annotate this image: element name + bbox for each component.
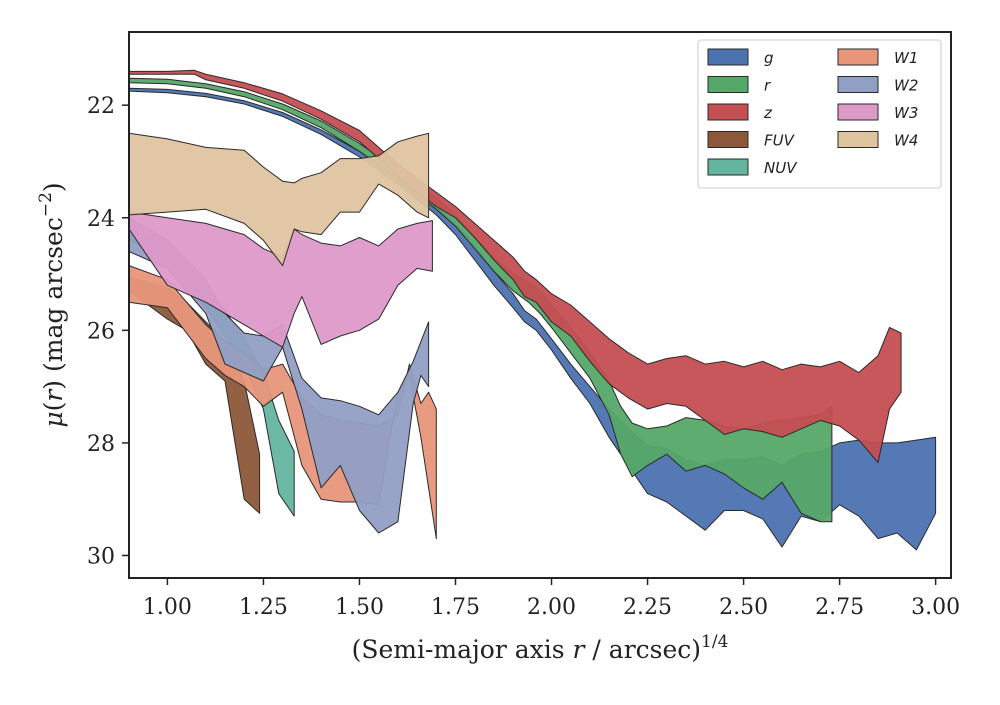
legend-swatch-nuv xyxy=(707,158,749,176)
y-axis-label: μ(r) (mag arcsec−2) xyxy=(36,182,68,427)
x-tick-label: 2.50 xyxy=(719,595,768,620)
legend-swatch-w3 xyxy=(837,103,879,121)
x-tick-label: 2.75 xyxy=(815,595,864,620)
series-layer xyxy=(128,69,937,551)
legend-label-r: r xyxy=(764,77,771,95)
legend-swatch-w1 xyxy=(837,48,879,66)
y-tick-label: 30 xyxy=(87,544,115,569)
legend-label-w4: W4 xyxy=(894,132,918,150)
x-tick-label: 3.00 xyxy=(911,595,960,620)
x-tick-label: 1.00 xyxy=(143,595,192,620)
x-tick-label: 1.75 xyxy=(431,595,480,620)
series-band-z xyxy=(128,69,902,464)
y-tick-label: 28 xyxy=(87,432,115,457)
legend-swatch-w4 xyxy=(837,131,879,148)
series-band-w4 xyxy=(128,132,430,267)
x-tick-label: 2.00 xyxy=(527,595,576,620)
legend-label-w2: W2 xyxy=(894,77,918,95)
y-tick-label: 24 xyxy=(87,207,115,232)
legend-swatch-z xyxy=(707,103,749,121)
legend-swatch-fuv xyxy=(707,131,749,148)
legend-label-w3: W3 xyxy=(894,104,918,122)
x-tick-label: 2.25 xyxy=(623,595,672,620)
x-axis-label: (Semi-major axis r / arcsec)1/4 xyxy=(352,632,729,664)
legend-swatch-r xyxy=(707,76,749,93)
y-tick-label: 26 xyxy=(87,319,115,344)
legend-label-z: z xyxy=(763,104,773,122)
legend-box xyxy=(697,39,942,189)
ticks-layer: 1.00 1.25 1.50 1.75 2.00 2.25 2.50 2.75 3.00 22 24… xyxy=(87,94,960,620)
legend-swatch-w2 xyxy=(837,76,879,93)
legend-label-w1: W1 xyxy=(894,49,918,67)
plot-frame xyxy=(128,31,952,579)
series-band-g xyxy=(128,87,937,551)
legend-swatch-g xyxy=(707,48,749,66)
x-tick-label: 1.25 xyxy=(239,595,288,620)
legend: grz FUV NUV W1 W2 W3 W4 xyxy=(697,39,942,189)
legend-label-nuv: NUV xyxy=(764,159,798,177)
legend-label-fuv: FUV xyxy=(764,132,796,150)
y-tick-label: 22 xyxy=(87,94,115,119)
x-tick-label: 1.50 xyxy=(335,595,384,620)
legend-label-g: g xyxy=(764,49,774,67)
